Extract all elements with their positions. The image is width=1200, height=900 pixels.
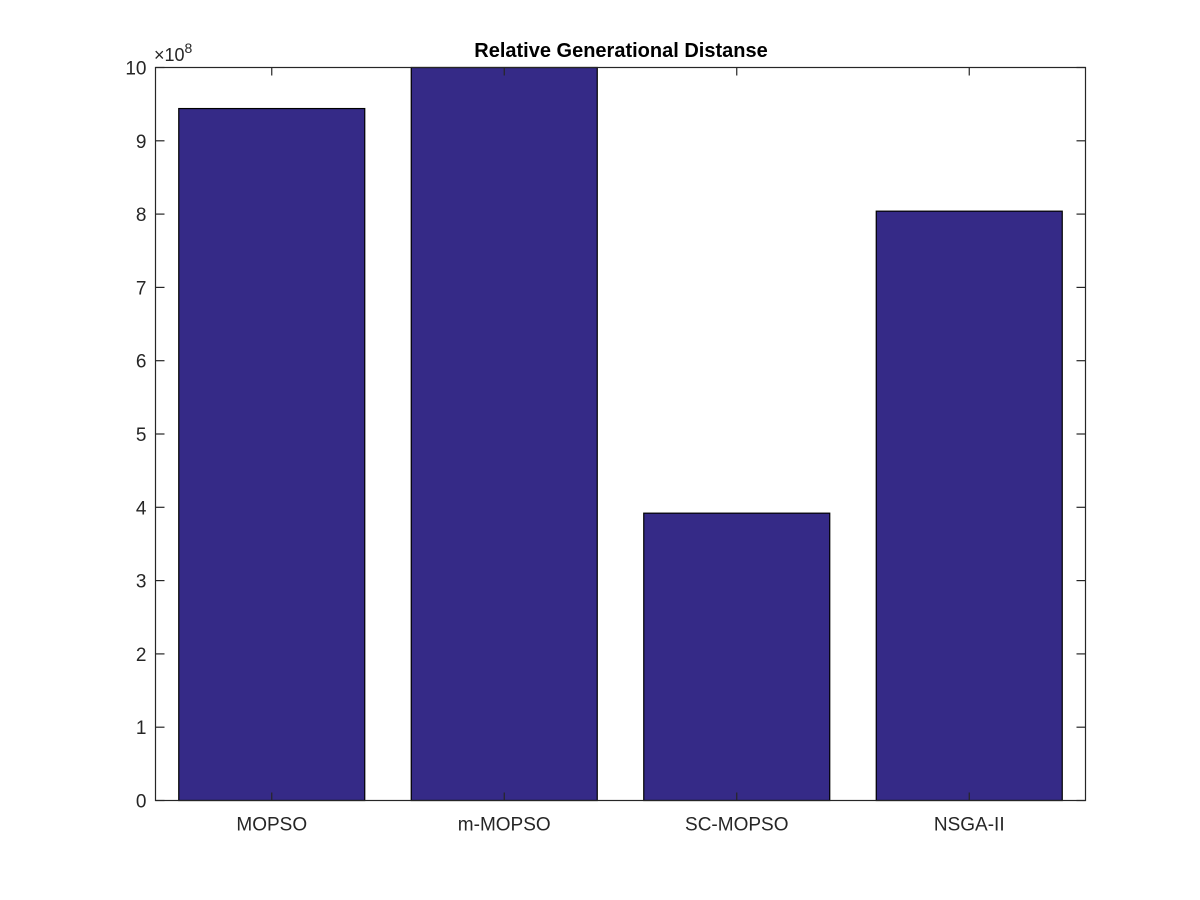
y-tick-label: 9 [136, 132, 147, 153]
chart-title: Relative Generational Distanse [474, 40, 767, 62]
y-tick-label: 0 [136, 792, 147, 813]
y-multiplier-prefix: ×10 [154, 45, 185, 65]
y-tick-label: 7 [136, 278, 147, 299]
bar-nsga-ii [875, 210, 1063, 802]
y-tick-label: 3 [136, 572, 147, 593]
plot-frame [154, 66, 1087, 802]
x-tick-label: MOPSO [236, 815, 307, 836]
y-tick-label: 10 [125, 59, 146, 80]
bars-group [178, 66, 1063, 802]
y-tick-label: 5 [136, 425, 147, 446]
x-tick-label: NSGA-II [934, 815, 1005, 836]
y-tick-label: 1 [136, 718, 147, 739]
bar-m-mopso [410, 66, 598, 802]
x-tick-label: SC-MOPSO [685, 815, 788, 836]
y-tick-label: 6 [136, 352, 147, 373]
x-axis: MOPSO m-MOPSO SC-MOPSO NSGA-II [236, 67, 1005, 836]
svg-text:×108: ×108 [154, 40, 193, 65]
bar-mopso [178, 107, 366, 802]
bar-sc-mopso [643, 512, 831, 802]
y-axis-multiplier: ×108 [154, 40, 193, 65]
y-tick-label: 2 [136, 645, 147, 666]
x-tick-label: m-MOPSO [458, 815, 551, 836]
y-tick-label: 8 [136, 205, 147, 226]
y-multiplier-exponent: 8 [185, 40, 193, 56]
y-tick-label: 4 [136, 498, 147, 519]
